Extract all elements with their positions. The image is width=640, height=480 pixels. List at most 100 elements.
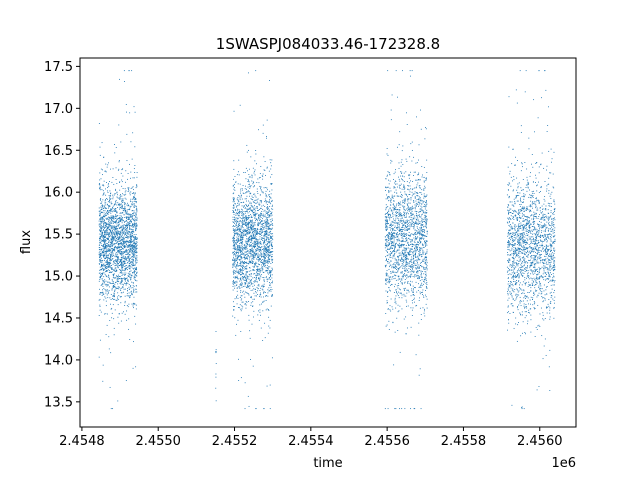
data-point <box>410 199 412 201</box>
data-point <box>122 188 124 189</box>
data-point <box>253 263 255 265</box>
data-point <box>113 281 114 283</box>
data-point <box>240 251 241 253</box>
data-point <box>235 212 237 214</box>
data-point <box>260 249 262 251</box>
data-point <box>103 236 105 238</box>
data-point <box>108 220 110 222</box>
data-point <box>121 261 122 263</box>
data-point <box>127 252 129 254</box>
data-point <box>394 171 396 173</box>
data-point <box>103 252 105 254</box>
data-point <box>234 250 235 252</box>
data-point <box>126 241 128 243</box>
data-point <box>101 283 103 285</box>
data-point <box>259 270 261 272</box>
data-point <box>125 103 127 105</box>
data-point <box>133 204 135 206</box>
data-point <box>253 215 255 217</box>
data-point <box>125 245 127 247</box>
data-point <box>99 172 101 174</box>
data-point <box>241 251 243 253</box>
data-point <box>121 215 123 217</box>
data-point <box>116 264 118 266</box>
data-point <box>258 319 260 321</box>
data-point <box>129 112 131 114</box>
data-point <box>262 192 264 194</box>
data-point <box>240 278 242 280</box>
data-point <box>272 208 274 210</box>
data-point <box>417 257 419 259</box>
data-point <box>130 206 132 208</box>
data-point <box>134 271 136 272</box>
data-point <box>117 237 119 239</box>
data-point <box>114 270 116 272</box>
data-point <box>234 298 236 300</box>
data-point <box>133 234 135 236</box>
data-point <box>416 116 417 118</box>
data-point <box>131 239 132 241</box>
data-point <box>110 308 112 310</box>
data-point <box>252 262 254 264</box>
data-point <box>117 238 119 240</box>
data-point <box>118 260 120 262</box>
data-point <box>266 233 268 235</box>
data-point <box>271 199 273 201</box>
data-point <box>247 258 249 260</box>
data-point <box>108 232 110 234</box>
data-point <box>424 271 426 273</box>
data-point <box>248 243 250 245</box>
data-point <box>246 245 248 247</box>
data-point <box>419 277 420 279</box>
data-point <box>120 219 122 221</box>
data-point <box>103 156 104 158</box>
data-point <box>130 225 132 227</box>
data-point <box>260 296 262 298</box>
data-point <box>254 269 256 271</box>
data-point <box>267 236 269 238</box>
data-point <box>257 231 258 233</box>
data-point <box>395 237 397 239</box>
data-point <box>107 211 109 212</box>
data-point <box>127 234 129 235</box>
data-point <box>248 278 250 280</box>
data-point <box>252 238 254 240</box>
data-point <box>266 276 267 278</box>
data-point <box>135 224 137 226</box>
data-point <box>253 228 255 230</box>
data-point <box>267 212 269 214</box>
data-point <box>267 234 269 236</box>
data-point <box>121 262 123 264</box>
data-point <box>125 237 127 238</box>
data-point <box>252 201 254 203</box>
data-point <box>134 242 136 244</box>
data-point <box>112 408 114 410</box>
data-point <box>113 292 115 294</box>
data-point <box>123 288 125 290</box>
data-point <box>243 222 245 224</box>
data-point <box>124 245 126 247</box>
data-point <box>99 219 101 221</box>
data-point <box>104 258 106 260</box>
data-point <box>233 230 235 232</box>
data-point <box>109 244 111 246</box>
data-point <box>259 247 261 249</box>
data-point <box>390 236 392 238</box>
data-point <box>401 194 402 195</box>
data-point <box>269 206 271 208</box>
data-point <box>106 247 108 249</box>
data-point <box>109 320 111 321</box>
data-point <box>236 287 238 289</box>
data-point <box>115 275 117 277</box>
data-point <box>268 210 270 211</box>
data-point <box>241 222 243 224</box>
data-point <box>251 224 253 226</box>
data-point <box>408 177 410 179</box>
data-point <box>118 275 120 277</box>
data-point <box>128 286 130 288</box>
data-point <box>109 265 111 267</box>
data-point <box>132 265 134 267</box>
data-point <box>109 199 111 201</box>
data-point <box>232 207 234 209</box>
data-point <box>253 273 255 275</box>
